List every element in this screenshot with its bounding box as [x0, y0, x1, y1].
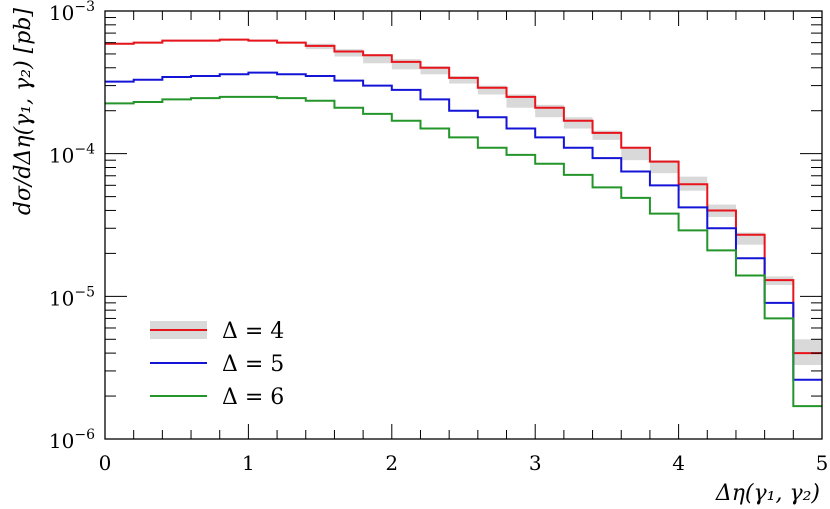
- legend-label: Δ = 6: [222, 385, 284, 410]
- uncertainty-bands: [105, 38, 822, 366]
- x-tick-label: 0: [99, 451, 112, 475]
- x-tick-label: 4: [672, 451, 685, 475]
- band-bin: [563, 117, 593, 129]
- band-bin: [535, 104, 564, 118]
- axis-ticks: [104, 10, 823, 440]
- band-bin: [420, 66, 450, 75]
- x-tick-label: 2: [385, 451, 398, 475]
- legend-label: Δ = 5: [222, 352, 284, 377]
- y-tick-label: 10−3: [49, 0, 95, 25]
- band-bin: [649, 160, 679, 174]
- y-axis-label: dσ/dΔη(γ₁, γ₂) [pb]: [11, 8, 36, 215]
- y-tick-label: 10−6: [49, 427, 95, 453]
- legend-label: Δ = 4: [222, 319, 284, 344]
- band-bin: [592, 130, 622, 140]
- x-tick-label: 1: [242, 451, 255, 475]
- series-line-3: [105, 95, 822, 408]
- y-tick-label: 10−4: [49, 142, 95, 168]
- plot-frame: [104, 10, 823, 440]
- band-bin: [477, 85, 507, 95]
- band-bin: [391, 59, 421, 70]
- band-bin: [334, 49, 364, 57]
- y-tick-label: 10−5: [49, 284, 95, 310]
- band-bin: [621, 146, 650, 161]
- band-bin: [449, 76, 478, 84]
- x-tick-label: 5: [816, 451, 829, 475]
- series-line-1: [105, 38, 822, 355]
- x-axis-label: Δη(γ₁, γ₂): [715, 481, 820, 506]
- legend: Δ = 4 Δ = 5 Δ = 6: [150, 319, 284, 410]
- band-bin: [363, 53, 392, 64]
- x-tick-label: 3: [529, 451, 542, 475]
- tick-labels: 0 1 2 3 4 5 10−6 10−5 10−4 10−3: [49, 0, 828, 475]
- series-line-2: [105, 71, 822, 381]
- series-lines: [105, 38, 822, 408]
